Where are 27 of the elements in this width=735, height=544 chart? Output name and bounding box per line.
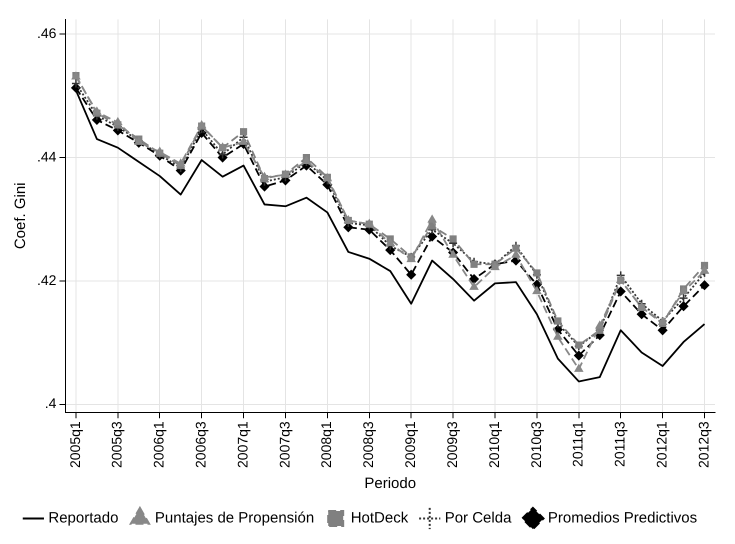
x-tick-label: 2006q3: [192, 421, 209, 468]
x-tick-label: 2012q3: [695, 421, 712, 468]
y-tick-label: .4: [44, 395, 57, 412]
x-tick-label: 2012q1: [653, 421, 670, 468]
legend-label: Por Celda: [444, 510, 512, 527]
x-tick-label: 2005q3: [108, 421, 125, 468]
legend-label: Promedios Predictivos: [548, 510, 698, 527]
x-tick-label: 2007q3: [276, 421, 292, 468]
y-tick-label: .42: [36, 272, 57, 288]
legend-label: Puntajes de Propensión: [154, 510, 314, 527]
legend-label: HotDeck: [350, 510, 409, 527]
x-tick-label: 2009q3: [444, 421, 460, 468]
x-tick-label: 2011q3: [612, 421, 628, 467]
x-tick-label: 2011q1: [570, 421, 586, 467]
x-tick-label: 2008q3: [360, 421, 376, 468]
x-tick-label: 2006q1: [150, 421, 167, 468]
y-tick-label: .44: [36, 148, 57, 164]
y-axis-title: Coef. Gini: [12, 182, 30, 250]
x-tick-label: 2007q1: [234, 421, 250, 468]
x-tick-label: 2010q1: [486, 421, 502, 468]
x-tick-label: 2005q1: [66, 421, 83, 468]
x-tick-label: 2010q3: [528, 421, 544, 468]
x-axis-title: Periodo: [364, 475, 416, 492]
y-tick-label: .46: [36, 25, 57, 42]
legend-label: Reportado: [48, 510, 118, 527]
x-tick-label: 2008q1: [318, 421, 334, 468]
x-tick-label: 2009q1: [402, 421, 418, 468]
